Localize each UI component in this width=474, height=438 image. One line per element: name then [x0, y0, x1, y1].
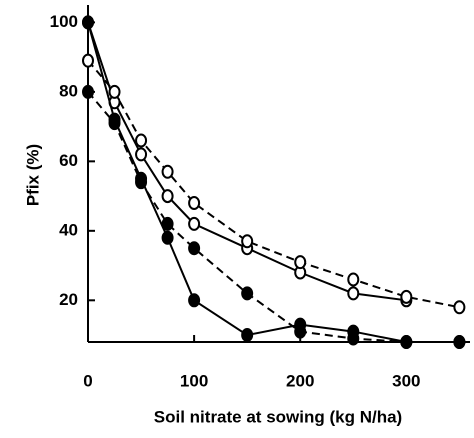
x-tick-label: 200: [286, 371, 314, 390]
data-point: [347, 272, 360, 287]
y-tick-label: 100: [50, 12, 78, 31]
data-point: [241, 328, 254, 343]
data-point: [161, 230, 174, 245]
data-point: [188, 216, 201, 231]
data-point: [108, 84, 121, 99]
y-tick-label: 80: [59, 81, 78, 100]
data-point: [108, 116, 121, 131]
data-point: [294, 324, 307, 339]
data-point: [347, 331, 360, 346]
data-point: [347, 286, 360, 301]
data-point: [188, 241, 201, 256]
series-line: [87, 91, 460, 343]
y-tick-label: 60: [59, 151, 78, 170]
data-point: [82, 53, 94, 68]
data-point: [188, 196, 201, 211]
y-tick-label: 40: [59, 220, 78, 239]
data-point: [400, 289, 413, 304]
series-line: [87, 22, 460, 343]
data-point: [82, 84, 94, 99]
series-line: [87, 22, 407, 302]
series-line: [87, 59, 460, 309]
data-point: [294, 255, 307, 270]
data-point: [241, 286, 254, 301]
data-point: [161, 164, 174, 179]
x-tick-label: 300: [392, 371, 420, 390]
data-point: [188, 293, 201, 308]
data-point: [161, 216, 174, 231]
data-point: [453, 300, 466, 315]
data-point: [135, 147, 148, 162]
data-point: [241, 234, 254, 249]
x-tick-label: 100: [180, 371, 208, 390]
x-tick-label: 0: [83, 371, 92, 390]
data-point: [82, 15, 94, 30]
y-tick-label: 20: [59, 290, 78, 309]
data-point: [135, 175, 148, 190]
y-axis-label: Pfix (%): [23, 144, 42, 206]
x-axis-label: Soil nitrate at sowing (kg N/ha): [154, 407, 402, 426]
data-point: [453, 335, 466, 349]
data-point: [161, 189, 174, 204]
data-point: [400, 335, 413, 349]
data-point: [135, 133, 148, 148]
